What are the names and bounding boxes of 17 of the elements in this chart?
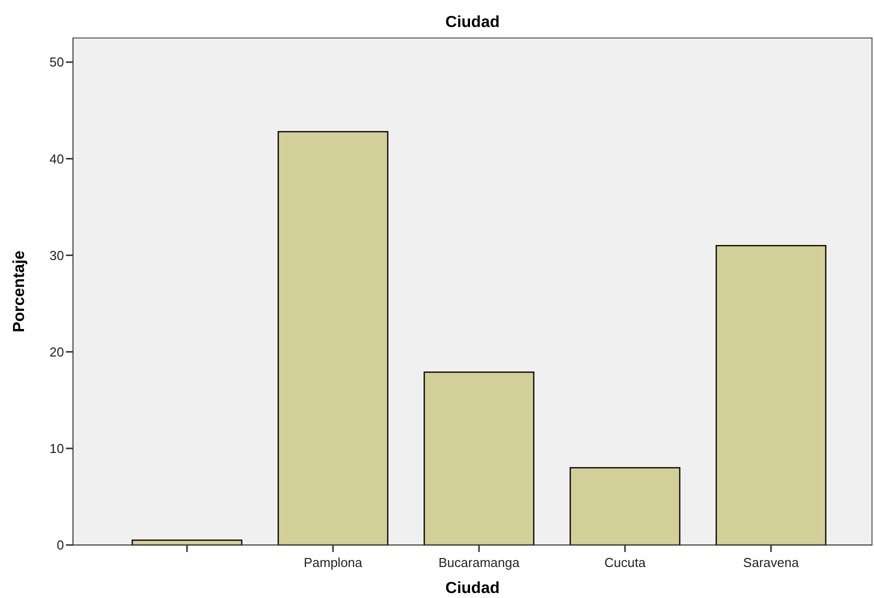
y-axis-title: Porcentaje xyxy=(11,250,28,332)
y-tick-label: 30 xyxy=(50,248,64,263)
y-tick-label: 20 xyxy=(50,344,64,360)
x-tick-label: Cucuta xyxy=(604,555,646,570)
bar xyxy=(424,372,534,546)
x-tick-label: Saravena xyxy=(743,555,800,570)
y-tick-label: 40 xyxy=(50,151,64,166)
x-axis-title: Ciudad xyxy=(445,580,500,597)
y-tick-label: 0 xyxy=(56,538,64,553)
y-tick-label: 50 xyxy=(50,54,64,70)
bar xyxy=(278,131,388,546)
bar xyxy=(570,467,680,546)
chart-title: Ciudad xyxy=(445,14,500,31)
x-tick-label: Pamplona xyxy=(304,555,364,570)
y-tick-label: 10 xyxy=(50,440,64,456)
bar xyxy=(716,245,826,546)
x-tick-label: Bucaramanga xyxy=(438,555,520,570)
